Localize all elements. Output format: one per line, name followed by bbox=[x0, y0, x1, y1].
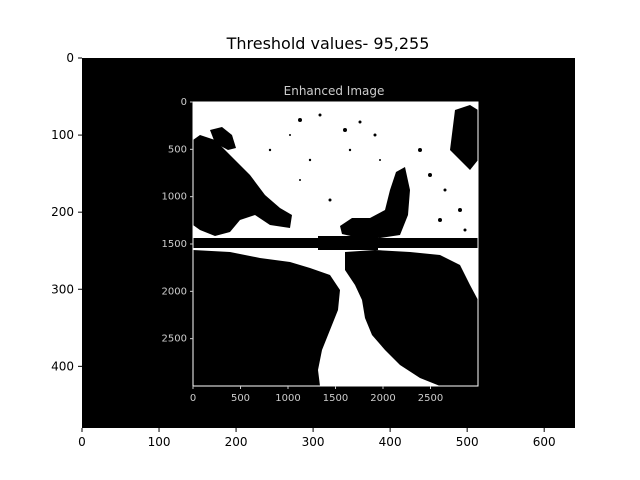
outer-x-tick-label: 600 bbox=[533, 435, 556, 449]
inner-y-tick-label: 1500 bbox=[162, 239, 187, 250]
inner-y-tick-label: 500 bbox=[168, 144, 187, 155]
inner-x-tick-label: 0 bbox=[190, 393, 196, 404]
outer-x-tick-label: 300 bbox=[302, 435, 325, 449]
inner-x-tick-label: 500 bbox=[231, 393, 250, 404]
inner-y-tick-label: 0 bbox=[181, 97, 187, 108]
outer-x-tick-label: 0 bbox=[78, 435, 86, 449]
outer-y-tick-label: 400 bbox=[51, 359, 74, 373]
outer-x-tick-label: 200 bbox=[225, 435, 248, 449]
outer-x-tick-label: 500 bbox=[456, 435, 479, 449]
inner-x-tick-label: 2500 bbox=[418, 393, 443, 404]
outer-x-tick-label: 400 bbox=[379, 435, 402, 449]
outer-y-tick-label: 300 bbox=[51, 282, 74, 296]
outer-y-tick-label: 200 bbox=[51, 205, 74, 219]
inner-y-tick-label: 2500 bbox=[162, 334, 187, 345]
inner-x-axis: 0 500 1000 1500 2000 2500 bbox=[190, 386, 443, 404]
inner-x-tick-label: 1500 bbox=[323, 393, 348, 404]
inner-image-title: Enhanced Image bbox=[284, 84, 385, 98]
outer-x-tick-label: 100 bbox=[148, 435, 171, 449]
outer-y-tick-label: 100 bbox=[51, 128, 74, 142]
outer-y-axis: 0 100 200 300 400 bbox=[51, 51, 82, 373]
enhanced-image bbox=[193, 102, 478, 386]
outer-y-tick-label: 0 bbox=[66, 51, 74, 65]
inner-x-tick-label: 1000 bbox=[275, 393, 300, 404]
inner-x-tick-label: 2000 bbox=[370, 393, 395, 404]
inner-y-tick-label: 1000 bbox=[162, 192, 187, 203]
inner-y-tick-label: 2000 bbox=[162, 286, 187, 297]
figure-title: Threshold values- 95,255 bbox=[226, 34, 430, 53]
outer-x-axis: 0 100 200 300 400 500 600 bbox=[78, 428, 556, 449]
inner-y-axis: 0 500 1000 1500 2000 2500 bbox=[162, 97, 193, 345]
